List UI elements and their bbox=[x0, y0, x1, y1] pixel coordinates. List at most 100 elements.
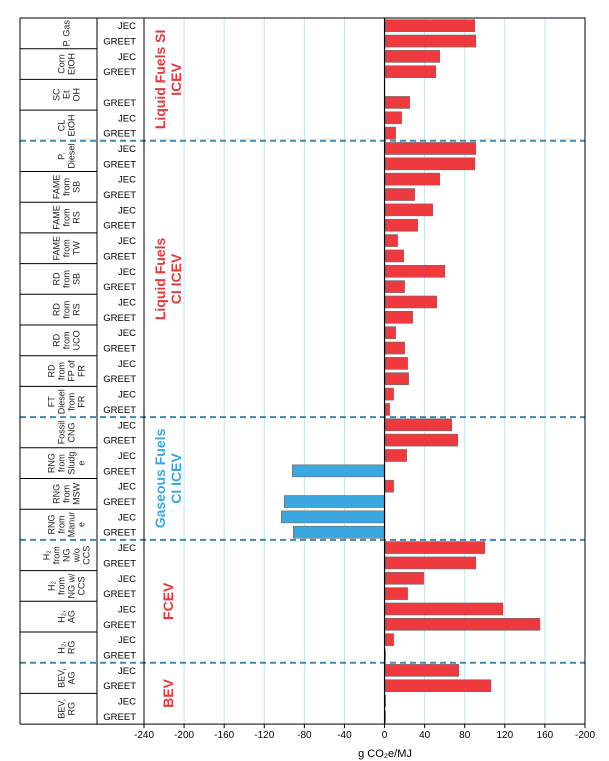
source-label: JEC bbox=[118, 697, 136, 708]
pathway-label: P.Diesel bbox=[57, 144, 77, 169]
group-label-line: Liquid Fuels bbox=[152, 238, 168, 321]
x-axis: -240 -200 -160 -120 -80 -40 0 40 80 120 160 -200 bbox=[134, 724, 595, 741]
pathway-label-line: RS bbox=[72, 211, 82, 224]
group-label-line: ICEV bbox=[168, 62, 184, 95]
source-label: JEC bbox=[118, 52, 136, 63]
pathway-label-line: RNG bbox=[47, 515, 57, 535]
source-label: JEC bbox=[118, 574, 136, 585]
bar bbox=[384, 218, 418, 232]
group-label-line: CI ICEV bbox=[168, 453, 184, 504]
bar bbox=[384, 372, 409, 386]
bar bbox=[384, 541, 486, 554]
pathway-label-line: from bbox=[57, 516, 67, 534]
pathway-label-line: EtOH bbox=[67, 53, 77, 75]
x-tick-label: 40 bbox=[419, 730, 431, 741]
source-label: JEC bbox=[118, 390, 136, 401]
bar bbox=[384, 264, 445, 278]
source-label: GREET bbox=[103, 620, 136, 631]
bar bbox=[384, 387, 394, 401]
pathway-label-line: Diesel bbox=[67, 144, 77, 169]
pathway-label: RDfromFP ofFR bbox=[47, 360, 87, 382]
pathway-label-line: from bbox=[62, 178, 72, 196]
source-label: JEC bbox=[118, 482, 136, 493]
bar bbox=[281, 510, 385, 524]
pathway-label-line: Manur bbox=[67, 512, 77, 538]
pathway-label-line: e bbox=[77, 461, 87, 466]
x-tick-label: -200 bbox=[174, 730, 194, 741]
pathway-label-line: FP of bbox=[67, 360, 77, 382]
group-label: Gaseous FuelsCI ICEV bbox=[152, 428, 184, 528]
pathway-label-line: from bbox=[57, 454, 67, 472]
source-label: JEC bbox=[118, 297, 136, 308]
pathway-label: SCEtOH bbox=[52, 88, 82, 102]
source-label: JEC bbox=[118, 635, 136, 646]
pathway-label-line: FR bbox=[77, 365, 87, 377]
bar bbox=[384, 633, 394, 646]
source-label: JEC bbox=[118, 666, 136, 677]
pathway-label-line: from bbox=[52, 546, 62, 564]
x-tick-label: 80 bbox=[459, 730, 471, 741]
pathway-label-line: UCO bbox=[72, 330, 82, 350]
bar bbox=[384, 295, 437, 309]
source-label: GREET bbox=[103, 344, 136, 355]
pathway-label-line: from bbox=[62, 239, 72, 257]
pathway-label-line: RD bbox=[52, 333, 62, 346]
source-label: GREET bbox=[103, 98, 136, 109]
pathway-label-line: CCS bbox=[82, 546, 92, 565]
source-label: JEC bbox=[118, 175, 136, 186]
pathway-label-line: from bbox=[62, 485, 72, 503]
source-label: GREET bbox=[103, 712, 136, 723]
source-label: GREET bbox=[103, 497, 136, 508]
bar bbox=[384, 433, 459, 447]
pathway-label-line: P. bbox=[57, 152, 67, 159]
bar bbox=[384, 587, 408, 600]
bar bbox=[384, 65, 436, 79]
pathway-label-line: e bbox=[77, 522, 87, 527]
pathway-label-line: SC bbox=[52, 88, 62, 101]
pathway-label: FAMEfromSB bbox=[52, 175, 82, 200]
group-label: Liquid FuelsCI ICEV bbox=[152, 238, 184, 321]
source-label: JEC bbox=[118, 543, 136, 554]
pathway-label: RNGfromManure bbox=[47, 512, 87, 538]
bar bbox=[384, 664, 460, 677]
source-label: JEC bbox=[118, 420, 136, 431]
bar bbox=[384, 449, 407, 462]
pathway-label-line: FAME bbox=[52, 236, 62, 261]
pathway-label-line: from bbox=[62, 301, 72, 319]
pathway-label-line: FT bbox=[47, 396, 57, 407]
pathway-label-line: from bbox=[62, 331, 72, 349]
pathway-label-line: NG w/ bbox=[67, 573, 77, 599]
pathway-label: FAMEfromRS bbox=[52, 205, 82, 230]
pathway-label-line: w/o bbox=[72, 548, 82, 563]
source-label: GREET bbox=[103, 558, 136, 569]
group-dividers bbox=[20, 139, 585, 664]
bar bbox=[384, 311, 413, 324]
pathway-label: H₂,AG bbox=[57, 610, 77, 623]
source-label: GREET bbox=[103, 282, 136, 293]
plot-frame bbox=[19, 17, 586, 725]
pathway-label-line: RD bbox=[52, 303, 62, 316]
x-tick-label: -40 bbox=[337, 730, 352, 741]
source-label: GREET bbox=[103, 405, 136, 416]
pathway-label-line: EtOH bbox=[67, 114, 77, 136]
source-label: GREET bbox=[103, 251, 136, 262]
pathway-label-line: TW bbox=[72, 241, 82, 255]
bar bbox=[293, 525, 385, 539]
source-label: GREET bbox=[103, 129, 136, 140]
source-label: GREET bbox=[103, 466, 136, 477]
bar bbox=[384, 602, 504, 616]
pathway-label-line: FAME bbox=[52, 175, 62, 200]
bar bbox=[384, 571, 424, 585]
pathway-label: RDfromUCO bbox=[52, 330, 82, 350]
pathway-label-line: P. Gas bbox=[62, 20, 72, 47]
bar bbox=[384, 19, 476, 32]
bar bbox=[384, 403, 390, 416]
x-tick-label: 0 bbox=[382, 730, 388, 741]
bars bbox=[281, 18, 541, 725]
pathway-label-line: from bbox=[57, 362, 67, 380]
pathway-label-line: CNG bbox=[67, 422, 77, 442]
bar bbox=[384, 556, 477, 570]
pathway-label: RDfromSB bbox=[52, 270, 82, 288]
